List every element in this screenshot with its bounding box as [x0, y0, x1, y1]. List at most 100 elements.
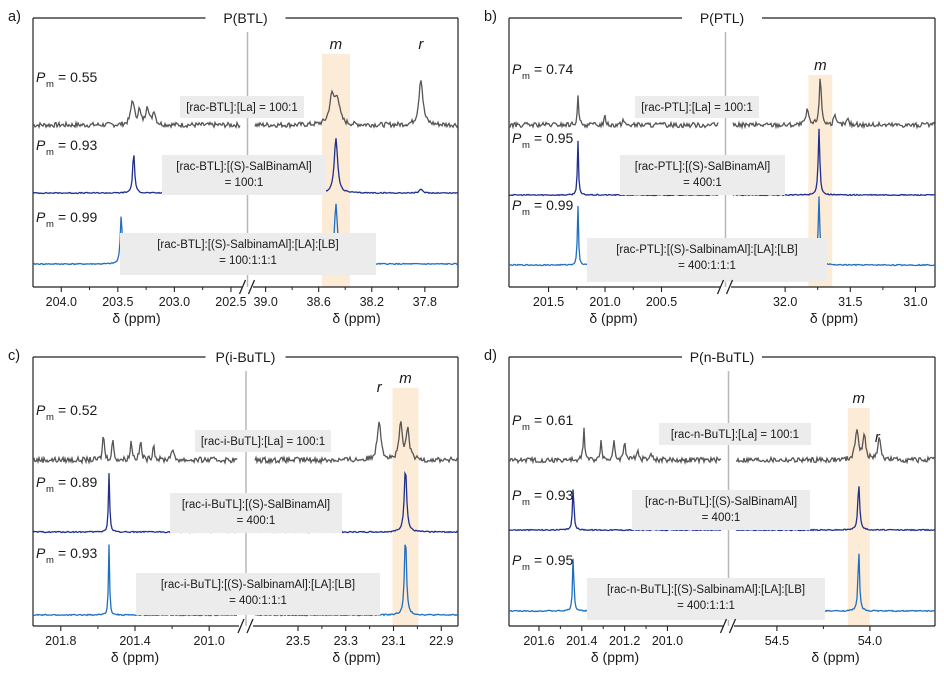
pm-subscript: m	[522, 207, 530, 218]
condition-box	[162, 155, 326, 195]
pm-subscript: m	[522, 71, 530, 82]
x-axis-label: δ (ppm)	[332, 310, 380, 326]
condition-text: = 400:1	[237, 515, 276, 527]
condition-box	[136, 573, 380, 615]
condition-box	[620, 155, 785, 195]
axis-break-mark	[237, 618, 245, 634]
tick-label: 201.0	[652, 634, 683, 648]
meso-highlight-band	[847, 408, 870, 626]
tick-label: 32.0	[773, 295, 797, 309]
pm-label: P	[36, 137, 46, 153]
tick-label: 23.1	[381, 634, 405, 648]
tick-label: 37.8	[413, 295, 437, 309]
pm-subscript: m	[46, 147, 54, 158]
pm-subscript: m	[522, 497, 530, 508]
pm-value: = 0.52	[58, 402, 98, 418]
pm-subscript: m	[46, 412, 54, 423]
axis-break-mark	[247, 279, 256, 295]
pm-subscript: m	[522, 140, 530, 151]
panel-label: c)	[8, 348, 20, 364]
peak-label-r: r	[875, 429, 881, 446]
condition-text: [rac-n-BuTL]:[La] = 100:1	[671, 429, 799, 441]
pm-label: P	[512, 552, 522, 568]
pm-label: P	[36, 402, 46, 418]
pm-value: = 0.95	[534, 552, 574, 568]
tick-label: 23.5	[286, 634, 310, 648]
panel-label: d)	[484, 348, 497, 364]
condition-text: [rac-BTL]:[(S)-SalBinamAl]	[176, 161, 311, 173]
pm-value: = 0.74	[534, 61, 574, 77]
pm-subscript: m	[522, 562, 530, 573]
tick-label: 201.8	[45, 634, 76, 648]
axis-break-mark	[716, 279, 725, 295]
spectrum-1-left-trace	[508, 140, 719, 197]
condition-text: [rac-i-BuTL]:[(S)-SalBinamAl]	[182, 499, 330, 511]
pm-value: = 0.55	[58, 69, 98, 85]
x-axis-label: δ (ppm)	[811, 649, 859, 665]
pm-value: = 0.93	[534, 487, 574, 503]
x-axis-label: δ (ppm)	[591, 649, 639, 665]
tick-label: 54.0	[858, 634, 882, 648]
pm-label: P	[36, 474, 46, 490]
pm-label: P	[512, 130, 522, 146]
spectrum-0-right-trace	[254, 421, 459, 466]
condition-text: [rac-n-BuTL]:[(S)-SalbinamAl]:[LA]:[LB]	[607, 584, 805, 596]
tick-label: 201.6	[523, 634, 554, 648]
condition-text: [rac-BTL]:[La] = 100:1	[186, 102, 298, 114]
pm-value: = 0.93	[58, 137, 98, 153]
spectrum-0-left-trace	[508, 427, 722, 466]
tick-label: 38.2	[360, 295, 384, 309]
condition-text: [rac-PTL]:[La] = 100:1	[641, 102, 753, 114]
spectrum-0-right-trace	[254, 80, 459, 130]
pm-label: P	[36, 69, 46, 85]
chart-panel-a: m r P(BTL) a) P m = 0.55 [rac-BTL]:[La] = 100:1…	[8, 9, 459, 326]
pm-value: = 0.99	[58, 209, 98, 225]
condition-text: [rac-PTL]:[(S)-SalbinamAl]:[LA]:[LB]	[616, 244, 798, 256]
axis-break-mark	[728, 618, 737, 634]
panel-title: P(n-BuTL)	[690, 349, 755, 365]
tick-label: 38.6	[307, 295, 331, 309]
tick-label: 31.5	[838, 295, 862, 309]
pm-label: P	[512, 487, 522, 503]
pm-subscript: m	[46, 555, 54, 566]
x-axis-label: δ (ppm)	[112, 310, 160, 326]
x-axis-label: δ (ppm)	[810, 310, 858, 326]
condition-box	[170, 493, 342, 533]
tick-label: 202.5	[215, 295, 246, 309]
spectrum-0-right-trace	[735, 429, 936, 465]
x-axis-label: δ (ppm)	[332, 649, 380, 665]
tick-label: 203.5	[102, 295, 133, 309]
pm-value: = 0.61	[534, 412, 574, 428]
condition-box	[195, 430, 331, 452]
pm-label: P	[36, 545, 46, 561]
tick-label: 54.5	[765, 634, 789, 648]
condition-box	[587, 238, 827, 282]
condition-text: = 400:1:1:1	[229, 595, 287, 607]
pm-subscript: m	[46, 219, 54, 230]
pm-label: P	[36, 209, 46, 225]
chart-panel-d: m r P(n-BuTL) d) P m = 0.61 [rac-n-BuTL]:[La] =…	[484, 348, 936, 665]
spectrum-0-right-trace	[732, 78, 936, 130]
pm-label: P	[512, 197, 522, 213]
pm-value: = 0.89	[58, 474, 98, 490]
axis-break-mark	[725, 279, 734, 295]
x-axis-label: δ (ppm)	[589, 310, 637, 326]
condition-box	[180, 96, 304, 118]
tick-label: 23.3	[334, 634, 358, 648]
peak-label-r: r	[418, 36, 424, 53]
axis-break-mark	[719, 618, 728, 634]
chart-panel-c: mrP(i-BuTL)c)P m = 0.52[rac-i-BuTL]:[La] =…	[8, 348, 459, 665]
tick-label: 22.9	[429, 634, 453, 648]
peak-label-m: m	[814, 57, 827, 74]
tick-label: 201.4	[119, 634, 150, 648]
condition-text: [rac-n-BuTL]:[(S)-SalBinamAl]	[645, 496, 797, 508]
pm-subscript: m	[46, 79, 54, 90]
peak-label-m: m	[330, 36, 343, 53]
spectrum-0-left-trace	[508, 95, 719, 130]
panel-title: P(PTL)	[700, 10, 744, 26]
spectrum-1-right-trace	[735, 486, 936, 532]
pm-label: P	[512, 61, 522, 77]
tick-label: 201.0	[194, 634, 225, 648]
condition-text: [rac-PTL]:[(S)-SalBinamAl]	[635, 161, 770, 173]
